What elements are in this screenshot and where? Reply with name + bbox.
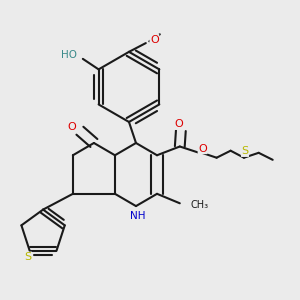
Text: NH: NH	[130, 211, 146, 221]
Text: O: O	[198, 144, 207, 154]
Text: S: S	[242, 146, 249, 156]
Text: O: O	[150, 34, 159, 45]
Text: O: O	[175, 119, 184, 129]
Text: HO: HO	[61, 50, 76, 60]
Text: S: S	[24, 252, 32, 262]
Text: CH₃: CH₃	[190, 200, 208, 210]
Text: O: O	[68, 122, 76, 132]
